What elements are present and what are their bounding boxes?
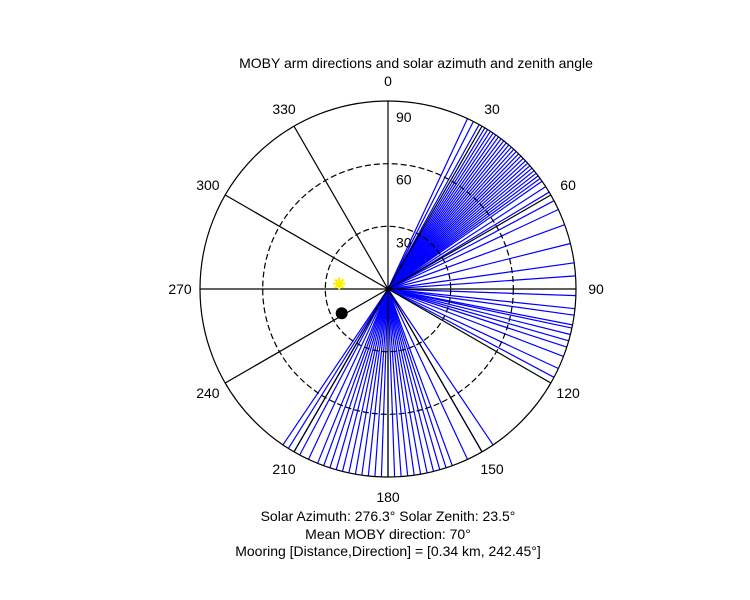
arm-line-63 [367,288,389,477]
polar-title: MOBY arm directions and solar azimuth an… [239,55,593,71]
arm-line-40 [387,288,573,329]
radial-label-60: 60 [396,172,412,188]
arm-line-67 [341,288,389,472]
arm-line-57 [387,288,409,477]
arm-line-52 [387,288,441,470]
arm-line-27 [387,180,543,290]
arm-line-49 [387,288,469,460]
spoke-30 [387,125,483,290]
mean-direction-info: Mean MOBY direction: 70° [305,526,471,542]
arm-line-62 [374,288,389,477]
angle-label-300: 300 [196,177,220,193]
markers [333,277,348,320]
arm-line-38 [387,288,575,316]
spoke-330 [293,125,389,290]
mooring-info: Mooring [Distance,Direction] = [0.34 km,… [235,543,541,559]
arm-line-43 [387,288,567,348]
arm-line-31 [387,208,559,290]
angle-label-270: 270 [168,281,192,297]
angle-label-0: 0 [384,73,392,89]
spoke-240 [224,288,389,384]
spoke-150 [387,288,483,453]
polar-grid [199,100,577,478]
arm-line-41 [387,288,571,336]
arm-line-75 [287,288,389,449]
arm-line-71 [317,288,389,464]
sun-marker [333,277,346,290]
angle-label-210: 210 [272,461,296,477]
radial-label-90: 90 [396,109,412,125]
angle-label-60: 60 [560,177,576,193]
arm-line-32 [387,224,565,290]
arm-line-33 [387,242,571,290]
polar-tick-labels: 0 30 60 90 120 150 180 210 240 270 300 330 30 60 90 [168,73,604,505]
solar-info: Solar Azimuth: 276.3° Solar Zenith: 23.5… [260,508,516,524]
arm-line-30 [387,200,555,290]
arm-line-58 [387,288,402,477]
spoke-210 [293,288,389,453]
arm-line-70 [323,288,389,466]
angle-label-330: 330 [272,101,296,117]
arm-line-45 [387,288,559,370]
arm-line-68 [335,288,389,470]
arm-line-35 [387,275,576,290]
arm-line-65 [354,288,389,475]
angle-label-120: 120 [556,385,580,401]
arm-line-56 [387,288,415,476]
angle-label-240: 240 [196,385,220,401]
arm-line-47 [387,288,494,446]
spoke-300 [224,194,389,290]
arm-line-66 [348,288,389,474]
mooring-marker [335,307,348,320]
arm-line-50 [387,288,453,466]
arm-line-34 [387,262,575,290]
arm-line-69 [329,288,389,468]
arm-line-64 [361,288,389,476]
arm-lines [282,118,576,477]
arm-line-53 [387,288,435,472]
radial-label-30: 30 [396,234,412,250]
angle-label-180: 180 [376,489,400,505]
arm-line-0 [387,118,469,290]
angle-label-90: 90 [588,281,604,297]
angle-label-150: 150 [480,461,504,477]
spoke-60 [387,194,552,290]
arm-line-55 [387,288,422,475]
arm-line-36 [387,288,576,297]
sun-core [335,280,343,288]
arm-line-76 [282,288,389,446]
arm-line-54 [387,288,428,474]
arm-line-28 [387,186,547,290]
arm-line-44 [387,288,564,357]
arm-line-37 [387,288,576,310]
arm-line-42 [387,288,569,342]
arm-line-72 [307,288,389,460]
arm-line-51 [387,288,447,468]
angle-label-30: 30 [484,101,500,117]
spoke-120 [387,288,552,384]
arm-line-59 [387,288,396,477]
arm-line-46 [387,288,555,378]
arm-line-73 [299,288,389,456]
arm-line-1 [387,121,474,290]
arm-line-61 [380,288,389,477]
